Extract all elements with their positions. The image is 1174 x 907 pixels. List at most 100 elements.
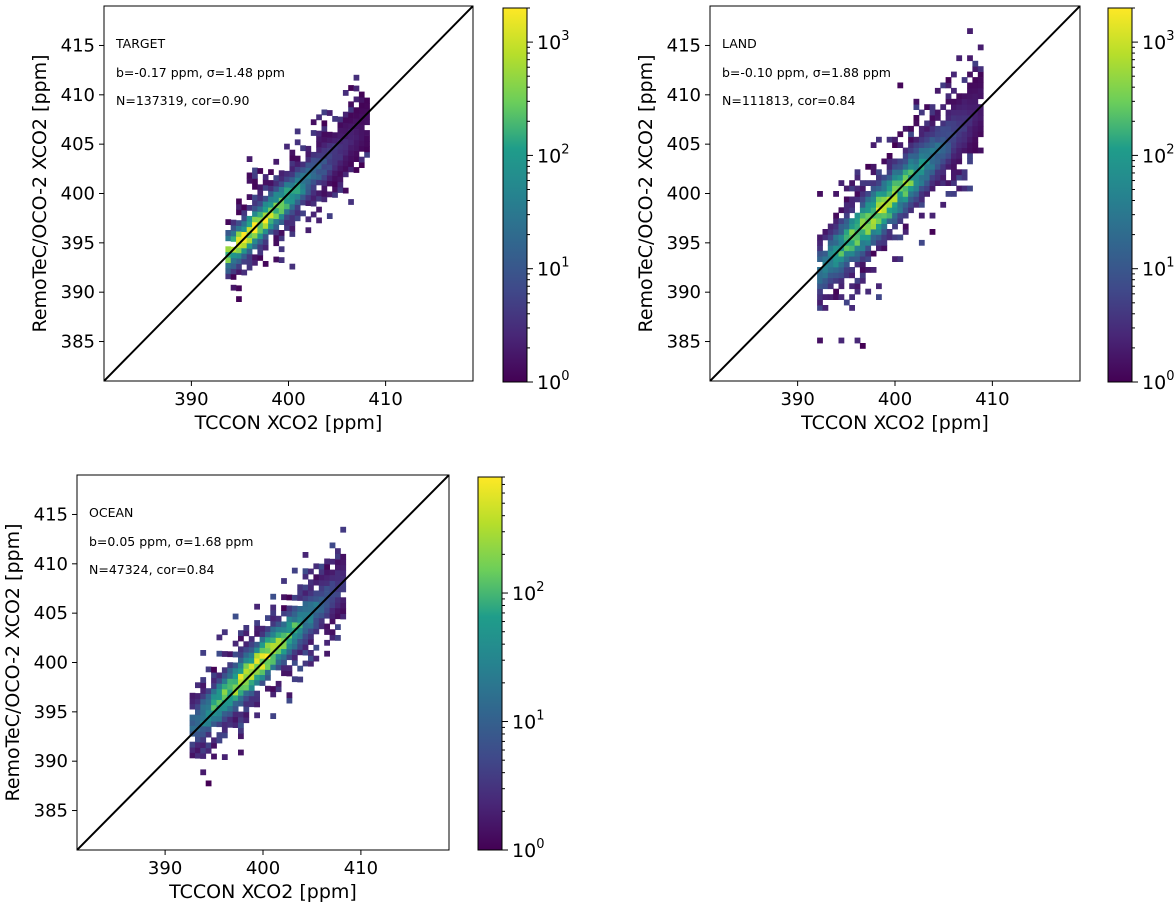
heatmap-cell (881, 158, 888, 165)
heatmap-cell (297, 633, 304, 639)
heatmap-cell (232, 640, 239, 647)
heatmap-cell (924, 153, 930, 159)
heatmap-cell (945, 120, 952, 127)
heatmap-cell (286, 654, 293, 661)
heatmap-cell (827, 272, 834, 279)
heatmap-cell (216, 715, 223, 722)
heatmap-cell (236, 252, 242, 259)
heatmap-cell (275, 632, 282, 638)
heatmap-cell (358, 124, 365, 130)
heatmap-cell (859, 267, 866, 273)
heatmap-cell (248, 695, 255, 702)
heatmap-cell (246, 221, 253, 228)
heatmap-cell (230, 252, 237, 259)
heatmap-cell (827, 239, 834, 246)
heatmap-cell (326, 131, 333, 138)
heatmap-cell (335, 548, 341, 554)
heatmap-cell (252, 216, 258, 223)
heatmap-cell (929, 169, 936, 176)
heatmap-cell (332, 186, 338, 193)
heatmap-cell (302, 660, 309, 667)
heatmap-cell (849, 250, 855, 257)
heatmap-cell (870, 163, 877, 170)
heatmap-cell (940, 153, 947, 159)
heatmap-cell (822, 256, 829, 262)
heatmap-cell (275, 637, 282, 644)
heatmap-cell (289, 171, 296, 178)
heatmap-cell (332, 116, 338, 122)
heatmap-cell (348, 106, 354, 113)
heatmap-cell (265, 615, 271, 621)
heatmap-cell (865, 163, 872, 170)
heatmap-cell (865, 191, 872, 197)
heatmap-cell (308, 579, 314, 586)
heatmap-cell (305, 162, 312, 168)
heatmap-cell (241, 253, 248, 260)
heatmap-cell (238, 684, 244, 691)
heatmap-cell (817, 283, 823, 290)
heatmap-cell (348, 155, 354, 162)
heatmap-cell (313, 623, 320, 629)
heatmap-cell (195, 698, 201, 705)
heatmap-cell (227, 678, 234, 685)
heatmap-cell (286, 638, 293, 644)
heatmap-cell (972, 147, 979, 154)
heatmap-cell (892, 180, 898, 186)
heatmap-cell (227, 662, 234, 668)
heatmap-cell (913, 158, 920, 165)
x-tick-label: 390 (780, 389, 814, 410)
heatmap-cell (200, 726, 207, 732)
heatmap-cell (956, 136, 963, 143)
heatmap-cell (254, 647, 260, 654)
heatmap-cell (189, 725, 196, 732)
heatmap-cell (273, 175, 280, 181)
heatmap-cell (270, 631, 277, 638)
heatmap-cell (308, 601, 314, 607)
heatmap-cell (353, 123, 360, 130)
heatmap-cell (316, 130, 322, 137)
heatmap-cell (316, 206, 322, 213)
heatmap-cell (353, 150, 360, 157)
heatmap-cell (318, 590, 325, 597)
heatmap-cell (870, 229, 877, 235)
heatmap-cell (918, 180, 925, 186)
heatmap-cell (189, 703, 196, 710)
y-tick-label: 410 (61, 85, 95, 106)
heatmap-cell (302, 644, 309, 651)
heatmap-cell (200, 715, 207, 721)
heatmap-cell (913, 196, 920, 203)
heatmap-cell (918, 125, 925, 132)
heatmap-cell (302, 568, 309, 575)
heatmap-cell (940, 82, 947, 89)
heatmap-cell (221, 683, 228, 690)
y-axis-label: RemoTeC/OCO-2 XCO2 [ppm] (29, 54, 51, 332)
heatmap-cell (324, 580, 330, 586)
heatmap-cell (929, 125, 936, 132)
heatmap-cell (221, 689, 228, 695)
heatmap-cell (838, 261, 845, 268)
heatmap-cell (908, 196, 914, 203)
heatmap-cell (838, 272, 845, 279)
heatmap-cell (358, 102, 365, 109)
heatmap-cell (278, 186, 285, 193)
heatmap-cell (238, 673, 244, 680)
heatmap-cell (225, 273, 232, 280)
heatmap-cell (348, 161, 354, 167)
heatmap-cell (951, 163, 957, 170)
heatmap-cell (326, 137, 333, 143)
heatmap-cell (305, 189, 312, 196)
heatmap-cell (243, 657, 250, 664)
heatmap-cell (348, 85, 354, 91)
heatmap-cell (902, 212, 909, 219)
heatmap-cell (243, 695, 250, 702)
heatmap-cell (262, 201, 269, 207)
heatmap-cell (326, 175, 333, 181)
heatmap-cell (246, 226, 253, 233)
heatmap-cell (241, 209, 248, 216)
heatmap-cell (291, 594, 298, 601)
heatmap-cell (232, 689, 239, 696)
heatmap-cell (236, 236, 242, 243)
heatmap-cell (268, 190, 274, 197)
heatmap-cell (302, 573, 309, 580)
heatmap-cell (838, 180, 845, 186)
